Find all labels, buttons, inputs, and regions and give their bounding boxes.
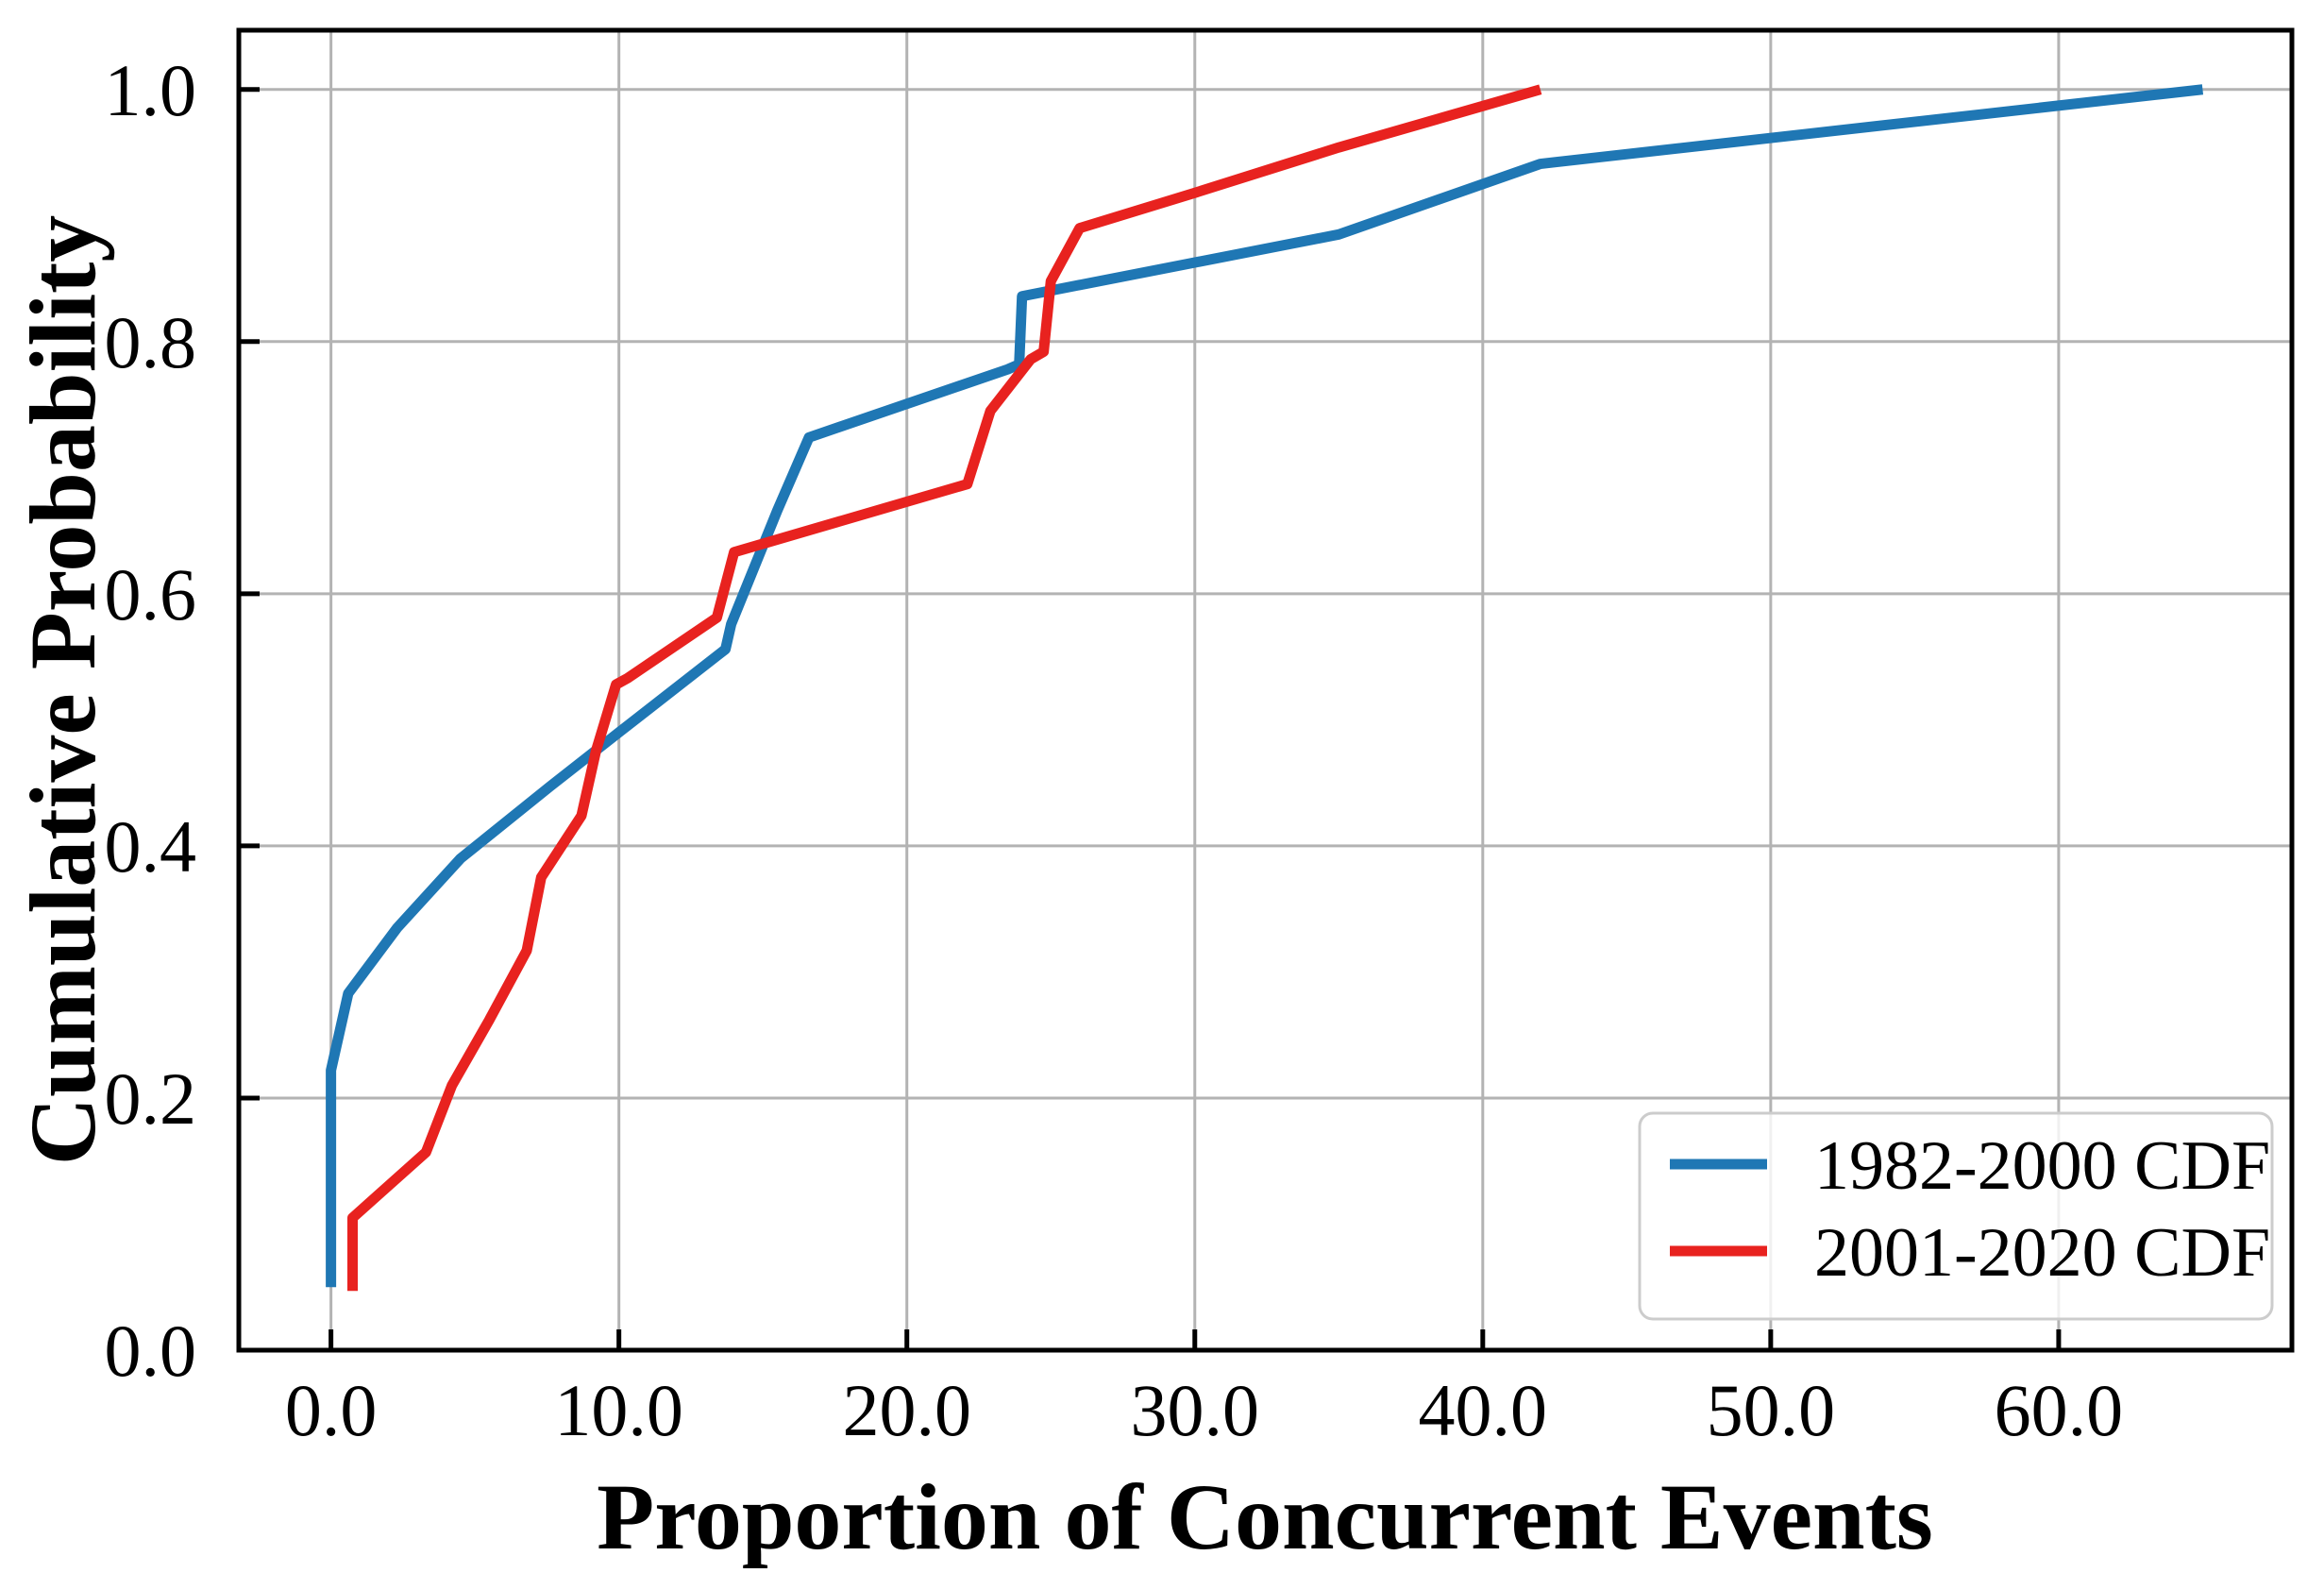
x-axis-title: Proportion of Concurrent Events <box>597 1464 1933 1569</box>
y-tick-label: 0.0 <box>105 1310 197 1392</box>
y-tick-label: 0.4 <box>105 805 197 888</box>
series-line-1982-2000-cdf <box>326 84 2204 1288</box>
tick-marks <box>239 87 2062 1353</box>
y-tick-label: 0.6 <box>105 553 197 635</box>
legend-box <box>1638 1111 2274 1321</box>
gridlines <box>239 30 2292 1352</box>
legend: 1982-2000 CDF 2001-2020 CDF <box>1638 1111 2274 1321</box>
y-tick-label: 0.2 <box>105 1057 197 1140</box>
x-tick-label: 10.0 <box>554 1369 683 1451</box>
legend-label: 1982-2000 CDF <box>1814 1127 2270 1205</box>
y-tick-label: 0.8 <box>105 301 197 383</box>
tick-labels: 0.0 10.0 20.0 30.0 40.0 50.0 60.0 0.0 0.2 0.4 0.6 0… <box>105 49 2124 1451</box>
y-tick-label: 1.0 <box>105 49 197 131</box>
y-axis-title: Cumulative Probability <box>10 215 115 1166</box>
x-tick-label: 30.0 <box>1131 1369 1260 1451</box>
x-tick-label: 0.0 <box>285 1369 378 1451</box>
series-line-2001-2020-cdf <box>346 84 1542 1292</box>
x-tick-label: 50.0 <box>1707 1369 1836 1451</box>
plot-border <box>236 27 2295 1353</box>
x-tick-label: 60.0 <box>1995 1369 2124 1451</box>
x-tick-label: 20.0 <box>842 1369 971 1451</box>
x-tick-label: 40.0 <box>1419 1369 1548 1451</box>
series-lines <box>326 84 2204 1292</box>
legend-label: 2001-2020 CDF <box>1814 1214 2270 1292</box>
